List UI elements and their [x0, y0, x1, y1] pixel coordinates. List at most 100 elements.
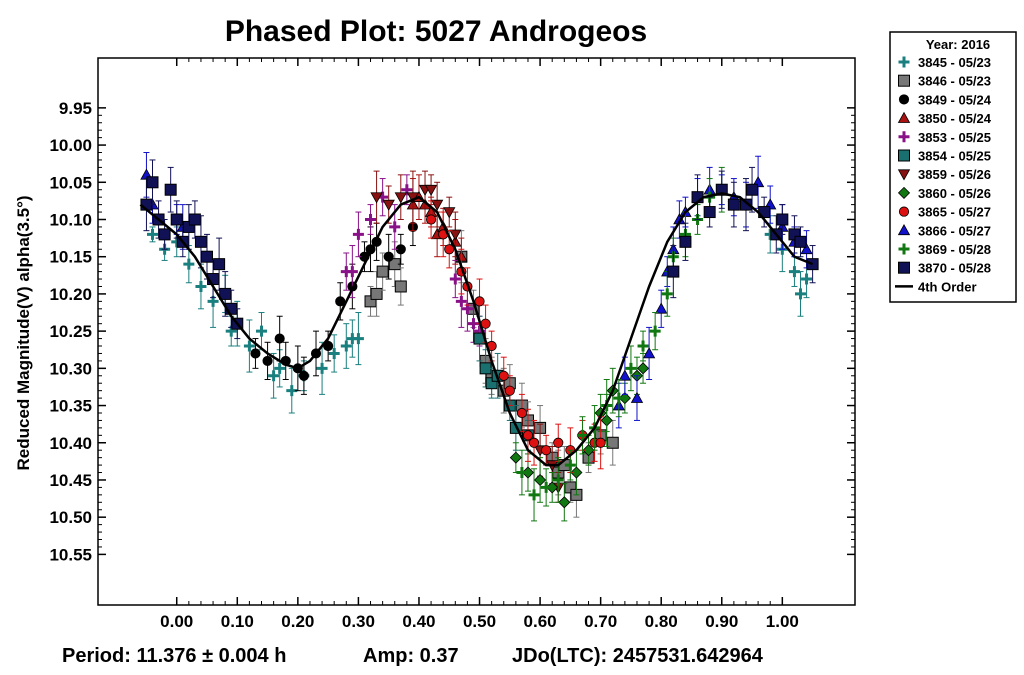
- legend-entry: 3854 - 05/25: [918, 149, 991, 164]
- data-point: [649, 325, 661, 337]
- data-point: [389, 221, 401, 233]
- legend-marker: [897, 186, 911, 199]
- data-point: [667, 265, 680, 278]
- data-point: [376, 265, 389, 278]
- data-point: [553, 437, 564, 448]
- data-point: [806, 258, 819, 271]
- data-point: [401, 184, 413, 196]
- data-point: [213, 258, 226, 271]
- data-point: [298, 370, 309, 381]
- x-tick-label: 0.60: [524, 612, 557, 631]
- y-tick-label: 9.95: [59, 99, 92, 118]
- data-point: [430, 199, 444, 211]
- x-tick-label: 0.50: [463, 612, 496, 631]
- data-point: [485, 377, 498, 390]
- legend-marker: [898, 261, 910, 274]
- data-point: [364, 295, 377, 308]
- data-point: [170, 213, 183, 226]
- data-point: [328, 347, 340, 359]
- legend-box: [889, 31, 1017, 303]
- data-point: [262, 355, 273, 366]
- data-point: [274, 362, 286, 374]
- x-tick-label: 0.70: [584, 612, 617, 631]
- legend-marker: [898, 206, 910, 217]
- y-tick-label: 10.35: [49, 397, 92, 416]
- x-tick-label: 0.90: [705, 612, 738, 631]
- data-point: [800, 242, 813, 255]
- data-point: [516, 407, 527, 419]
- data-point: [256, 325, 268, 337]
- data-point: [564, 481, 577, 494]
- data-point: [164, 183, 177, 196]
- data-point: [546, 481, 559, 494]
- data-point: [426, 214, 437, 225]
- data-point: [727, 198, 740, 211]
- data-point: [636, 362, 650, 375]
- data-point: [655, 302, 668, 314]
- data-point: [715, 183, 728, 196]
- data-point: [637, 340, 649, 352]
- data-point: [382, 199, 395, 211]
- x-tick-label: 0.40: [402, 612, 435, 631]
- data-point: [801, 273, 813, 285]
- data-point: [504, 385, 515, 396]
- data-point: [455, 295, 467, 307]
- legend-entry: 3853 - 05/25: [918, 130, 991, 145]
- y-tick-label: 10.05: [49, 173, 92, 192]
- jdo-text: JDo(LTC): 2457531.642964: [512, 645, 764, 667]
- data-point: [370, 192, 383, 204]
- data-point: [250, 348, 261, 359]
- data-points: [140, 152, 819, 522]
- data-point: [195, 280, 207, 292]
- data-point: [158, 228, 171, 241]
- data-point: [243, 340, 255, 352]
- data-point: [739, 198, 752, 211]
- legend-entry: 3850 - 05/24: [918, 111, 992, 126]
- legend-marker: [898, 74, 910, 87]
- data-point: [528, 489, 540, 501]
- data-point: [576, 429, 588, 441]
- data-point: [528, 437, 540, 448]
- legend-entry-fit: 4th Order: [918, 279, 977, 294]
- y-tick-label: 10.25: [49, 322, 92, 341]
- legend-entry: 3865 - 05/27: [918, 205, 991, 220]
- x-tick-label: 0.10: [221, 612, 254, 631]
- data-point: [268, 370, 280, 382]
- data-point: [182, 220, 195, 233]
- data-point: [383, 251, 394, 262]
- data-point: [618, 392, 631, 405]
- legend-entry: 3860 - 05/26: [918, 186, 991, 201]
- legend: Year: 2016 3845 - 05/23 3846 - 05/23 3849 …: [889, 31, 1017, 303]
- chart-title: Phased Plot: 5027 Androgeos: [225, 15, 647, 48]
- data-point: [188, 213, 201, 226]
- legend-entry: 3845 - 05/23: [918, 55, 991, 70]
- y-tick-label: 10.45: [49, 471, 92, 490]
- data-point: [618, 369, 632, 381]
- data-point: [365, 213, 377, 225]
- y-axis: 9.95 10.00 10.05 10.10 10.15 10.20 10.25 10.30 1…: [49, 99, 855, 564]
- legend-marker: [897, 169, 911, 181]
- data-point: [703, 206, 716, 219]
- data-point: [274, 333, 285, 344]
- legend-entry: 3869 - 05/28: [918, 242, 991, 257]
- legend-marker: [898, 131, 910, 143]
- data-point: [558, 496, 571, 509]
- data-point: [776, 213, 789, 226]
- legend-marker: [898, 243, 910, 255]
- data-point: [316, 362, 328, 374]
- data-point: [642, 347, 656, 359]
- data-point: [449, 273, 461, 285]
- legend-marker: [898, 56, 910, 68]
- data-point: [794, 235, 807, 248]
- x-tick-label: 1.00: [766, 612, 799, 631]
- data-point: [794, 288, 806, 300]
- data-point: [613, 392, 625, 404]
- y-tick-label: 10.55: [49, 545, 92, 564]
- data-point: [201, 250, 214, 263]
- data-point: [582, 444, 595, 457]
- data-point: [606, 436, 619, 449]
- y-tick-label: 10.15: [49, 248, 92, 267]
- data-point: [183, 258, 195, 270]
- data-point: [540, 481, 552, 493]
